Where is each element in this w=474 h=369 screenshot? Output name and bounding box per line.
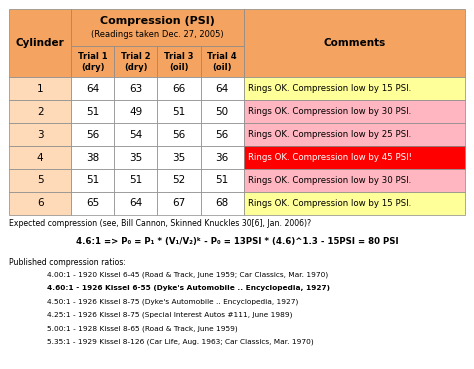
Text: Published compression ratios:: Published compression ratios: <box>9 258 127 267</box>
Text: 51: 51 <box>86 107 99 117</box>
Bar <box>244 192 465 215</box>
Bar <box>244 146 465 169</box>
Bar <box>157 77 201 100</box>
Text: 2: 2 <box>37 107 44 117</box>
Bar <box>71 123 114 146</box>
Bar <box>114 46 157 77</box>
Bar <box>9 123 71 146</box>
Bar <box>201 169 244 192</box>
Text: 65: 65 <box>86 198 99 208</box>
Bar <box>201 46 244 77</box>
Bar <box>244 123 465 146</box>
Text: 3: 3 <box>37 130 44 140</box>
Text: 4: 4 <box>37 152 44 163</box>
Text: 38: 38 <box>86 152 99 163</box>
Bar <box>157 146 201 169</box>
Text: 56: 56 <box>86 130 99 140</box>
Text: 51: 51 <box>86 175 99 186</box>
Text: Trial 3
(oil): Trial 3 (oil) <box>164 52 194 72</box>
Bar <box>114 192 157 215</box>
Text: 66: 66 <box>173 84 186 94</box>
Bar <box>71 146 114 169</box>
Text: Rings OK. Compression low by 45 PSI!: Rings OK. Compression low by 45 PSI! <box>247 153 411 162</box>
Text: 4.00:1 - 1920 Kissel 6-45 (Road & Track, June 1959; Car Classics, Mar. 1970): 4.00:1 - 1920 Kissel 6-45 (Road & Track,… <box>47 272 328 279</box>
Bar <box>71 77 114 100</box>
Text: 67: 67 <box>173 198 186 208</box>
Bar <box>71 100 114 123</box>
Text: Cylinder: Cylinder <box>16 38 64 48</box>
Text: 35: 35 <box>129 152 142 163</box>
Text: Rings OK. Compression low by 30 PSI.: Rings OK. Compression low by 30 PSI. <box>247 176 411 185</box>
Bar <box>157 169 201 192</box>
Bar <box>157 123 201 146</box>
Text: 36: 36 <box>216 152 229 163</box>
Text: 5.35:1 - 1929 Kissel 8-126 (Car Life, Aug. 1963; Car Classics, Mar. 1970): 5.35:1 - 1929 Kissel 8-126 (Car Life, Au… <box>47 338 314 345</box>
Text: Comments: Comments <box>323 38 385 48</box>
Text: 56: 56 <box>216 130 229 140</box>
Text: 4.50:1 - 1926 Kissel 8-75 (Dyke's Automobile .. Encyclopedia, 1927): 4.50:1 - 1926 Kissel 8-75 (Dyke's Automo… <box>47 299 299 305</box>
Bar <box>114 146 157 169</box>
Bar <box>244 9 465 77</box>
Bar <box>9 77 71 100</box>
Text: Rings OK. Compression low by 25 PSI.: Rings OK. Compression low by 25 PSI. <box>247 130 411 139</box>
Text: (Readings taken Dec. 27, 2005): (Readings taken Dec. 27, 2005) <box>91 30 224 39</box>
Text: 54: 54 <box>129 130 142 140</box>
Text: Rings OK. Compression low by 15 PSI.: Rings OK. Compression low by 15 PSI. <box>247 199 411 208</box>
Text: Compression (PSI): Compression (PSI) <box>100 16 215 26</box>
Text: 68: 68 <box>216 198 229 208</box>
Bar <box>157 192 201 215</box>
Bar <box>201 100 244 123</box>
Text: 35: 35 <box>173 152 186 163</box>
Bar <box>114 100 157 123</box>
Bar <box>114 123 157 146</box>
Text: 64: 64 <box>129 198 142 208</box>
Bar <box>201 123 244 146</box>
Text: 52: 52 <box>173 175 186 186</box>
Text: Trial 1
(dry): Trial 1 (dry) <box>78 52 107 72</box>
Text: 49: 49 <box>129 107 142 117</box>
Bar <box>114 77 157 100</box>
Text: 51: 51 <box>216 175 229 186</box>
Bar <box>71 46 114 77</box>
Text: 4.60:1 - 1926 Kissel 6-55 (Dyke's Automobile .. Encyclopedia, 1927): 4.60:1 - 1926 Kissel 6-55 (Dyke's Automo… <box>47 285 330 291</box>
Bar <box>157 46 201 77</box>
Bar <box>201 192 244 215</box>
Bar <box>71 169 114 192</box>
Bar <box>9 192 71 215</box>
Text: 6: 6 <box>37 198 44 208</box>
Text: Rings OK. Compression low by 15 PSI.: Rings OK. Compression low by 15 PSI. <box>247 85 411 93</box>
Text: 51: 51 <box>129 175 142 186</box>
Text: 56: 56 <box>173 130 186 140</box>
Text: Expected compression (see, Bill Cannon, Skinned Knuckles 30[6], Jan. 2006)?: Expected compression (see, Bill Cannon, … <box>9 219 311 228</box>
Bar <box>244 100 465 123</box>
Text: Trial 4
(oil): Trial 4 (oil) <box>208 52 237 72</box>
Text: 50: 50 <box>216 107 229 117</box>
Bar <box>244 77 465 100</box>
Bar <box>9 146 71 169</box>
Text: 51: 51 <box>173 107 186 117</box>
Text: Trial 2
(dry): Trial 2 (dry) <box>121 52 151 72</box>
Text: 4.25:1 - 1926 Kissel 8-75 (Special Interest Autos #111, June 1989): 4.25:1 - 1926 Kissel 8-75 (Special Inter… <box>47 312 293 318</box>
Text: 5.00:1 - 1928 Kissel 8-65 (Road & Track, June 1959): 5.00:1 - 1928 Kissel 8-65 (Road & Track,… <box>47 325 238 332</box>
Bar <box>201 146 244 169</box>
Bar <box>9 169 71 192</box>
Text: 64: 64 <box>216 84 229 94</box>
Bar <box>9 100 71 123</box>
Bar <box>157 100 201 123</box>
Bar <box>201 77 244 100</box>
Text: 5: 5 <box>37 175 44 186</box>
Text: 4.6:1 => P₀ = P₁ * (V₁/V₂)ᵏ - P₀ = 13PSI * (4.6)^1.3 - 15PSI = 80 PSI: 4.6:1 => P₀ = P₁ * (V₁/V₂)ᵏ - P₀ = 13PSI… <box>76 237 398 246</box>
Bar <box>114 169 157 192</box>
Text: 1: 1 <box>37 84 44 94</box>
Text: Rings OK. Compression low by 30 PSI.: Rings OK. Compression low by 30 PSI. <box>247 107 411 116</box>
Bar <box>244 169 465 192</box>
Bar <box>9 9 71 77</box>
Text: 64: 64 <box>86 84 99 94</box>
Text: 63: 63 <box>129 84 142 94</box>
Bar <box>71 9 244 46</box>
Bar <box>71 192 114 215</box>
